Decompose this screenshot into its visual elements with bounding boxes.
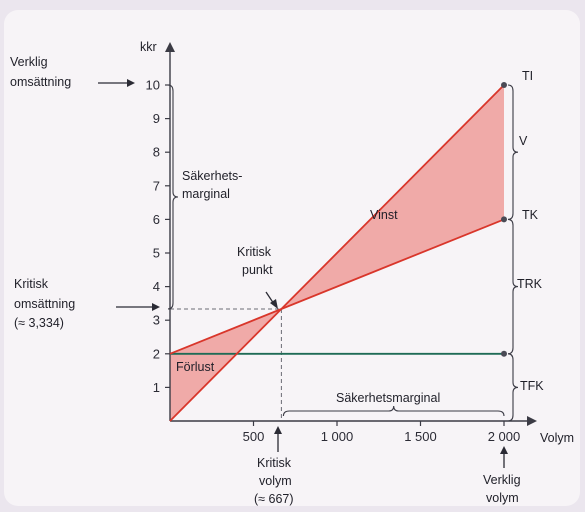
x-axis-arrow-icon: [527, 416, 537, 426]
y-tick-label: 10: [146, 78, 160, 93]
y-tick-label: 2: [153, 346, 160, 361]
verklig-omsattning-arrow-icon: [127, 79, 135, 87]
kritisk-omsattning-arrow-icon: [152, 303, 160, 311]
tfk-label: TFK: [520, 379, 544, 393]
chart-panel: [4, 10, 580, 506]
y-tick-label: 5: [153, 246, 160, 261]
v-brace: [507, 84, 519, 220]
x-axis-title: Volym: [540, 431, 574, 445]
kritisk-volym-label-1: Kritisk: [257, 456, 292, 470]
kritisk-punkt-label-1: Kritisk: [237, 245, 272, 259]
x-tick-label: 500: [243, 429, 265, 444]
kritisk-volym-label-2: volym: [259, 474, 292, 488]
kritisk-volym-arrow-icon: [274, 426, 282, 434]
sakerhetsmarginal-y-label-2: marginal: [182, 187, 230, 201]
verklig-volym-arrow-icon: [500, 446, 508, 454]
y-axis-title: kkr: [140, 40, 157, 54]
x-tick-label: 1 500: [404, 429, 437, 444]
y-tick-label: 7: [153, 178, 160, 193]
kritisk-omsattning-label-3: (≈ 3,334): [14, 316, 64, 330]
series-line-ti: [169, 84, 505, 422]
kritisk-omsattning-label-2: omsättning: [14, 297, 75, 311]
ti-label: TI: [522, 69, 533, 83]
x-tick-label: 1 000: [321, 429, 354, 444]
tk-end-point: [501, 216, 507, 223]
kritisk-punkt-arrow-icon: [270, 299, 278, 309]
sakerhetsmarginal-y-label-1: Säkerhets-: [182, 169, 242, 183]
trk-label: TRK: [517, 277, 543, 291]
ti-end-point: [501, 82, 507, 88]
tfk-brace: [507, 353, 519, 422]
safety-margin-y-brace: [167, 84, 179, 310]
tfk-end-point: [501, 350, 507, 357]
y-tick-label: 8: [153, 145, 160, 160]
trk-brace: [507, 218, 519, 355]
forlust-label: Förlust: [176, 360, 215, 374]
verklig-omsattning-label-2: omsättning: [10, 75, 71, 89]
v-label: V: [519, 134, 528, 148]
y-tick-label: 1: [153, 380, 160, 395]
tk-label: TK: [522, 208, 539, 222]
safety-margin-x-brace: [282, 405, 505, 417]
verklig-volym-label-2: volym: [486, 491, 519, 505]
vinst-label: Vinst: [370, 208, 398, 222]
y-axis-arrow-icon: [165, 42, 175, 52]
y-tick-label: 9: [153, 111, 160, 126]
kritisk-punkt-label-2: punkt: [242, 263, 273, 277]
kritisk-volym-label-3: (≈ 667): [254, 492, 294, 506]
verklig-volym-label-1: Verklig: [483, 473, 521, 487]
kritisk-omsattning-label-1: Kritisk: [14, 277, 49, 291]
sakerhetsmarginal-x-label: Säkerhetsmarginal: [336, 391, 440, 405]
y-tick-label: 3: [153, 313, 160, 328]
y-tick-label: 4: [153, 279, 160, 294]
axis-ticks: 1 2 3 4 5 6 7 8 9 10 500 1 000 1 500 2 000: [146, 78, 521, 445]
y-tick-label: 6: [153, 212, 160, 227]
series-line-tk: [169, 218, 505, 355]
x-tick-label: 2 000: [488, 429, 521, 444]
verklig-omsattning-label-1: Verklig: [10, 55, 48, 69]
